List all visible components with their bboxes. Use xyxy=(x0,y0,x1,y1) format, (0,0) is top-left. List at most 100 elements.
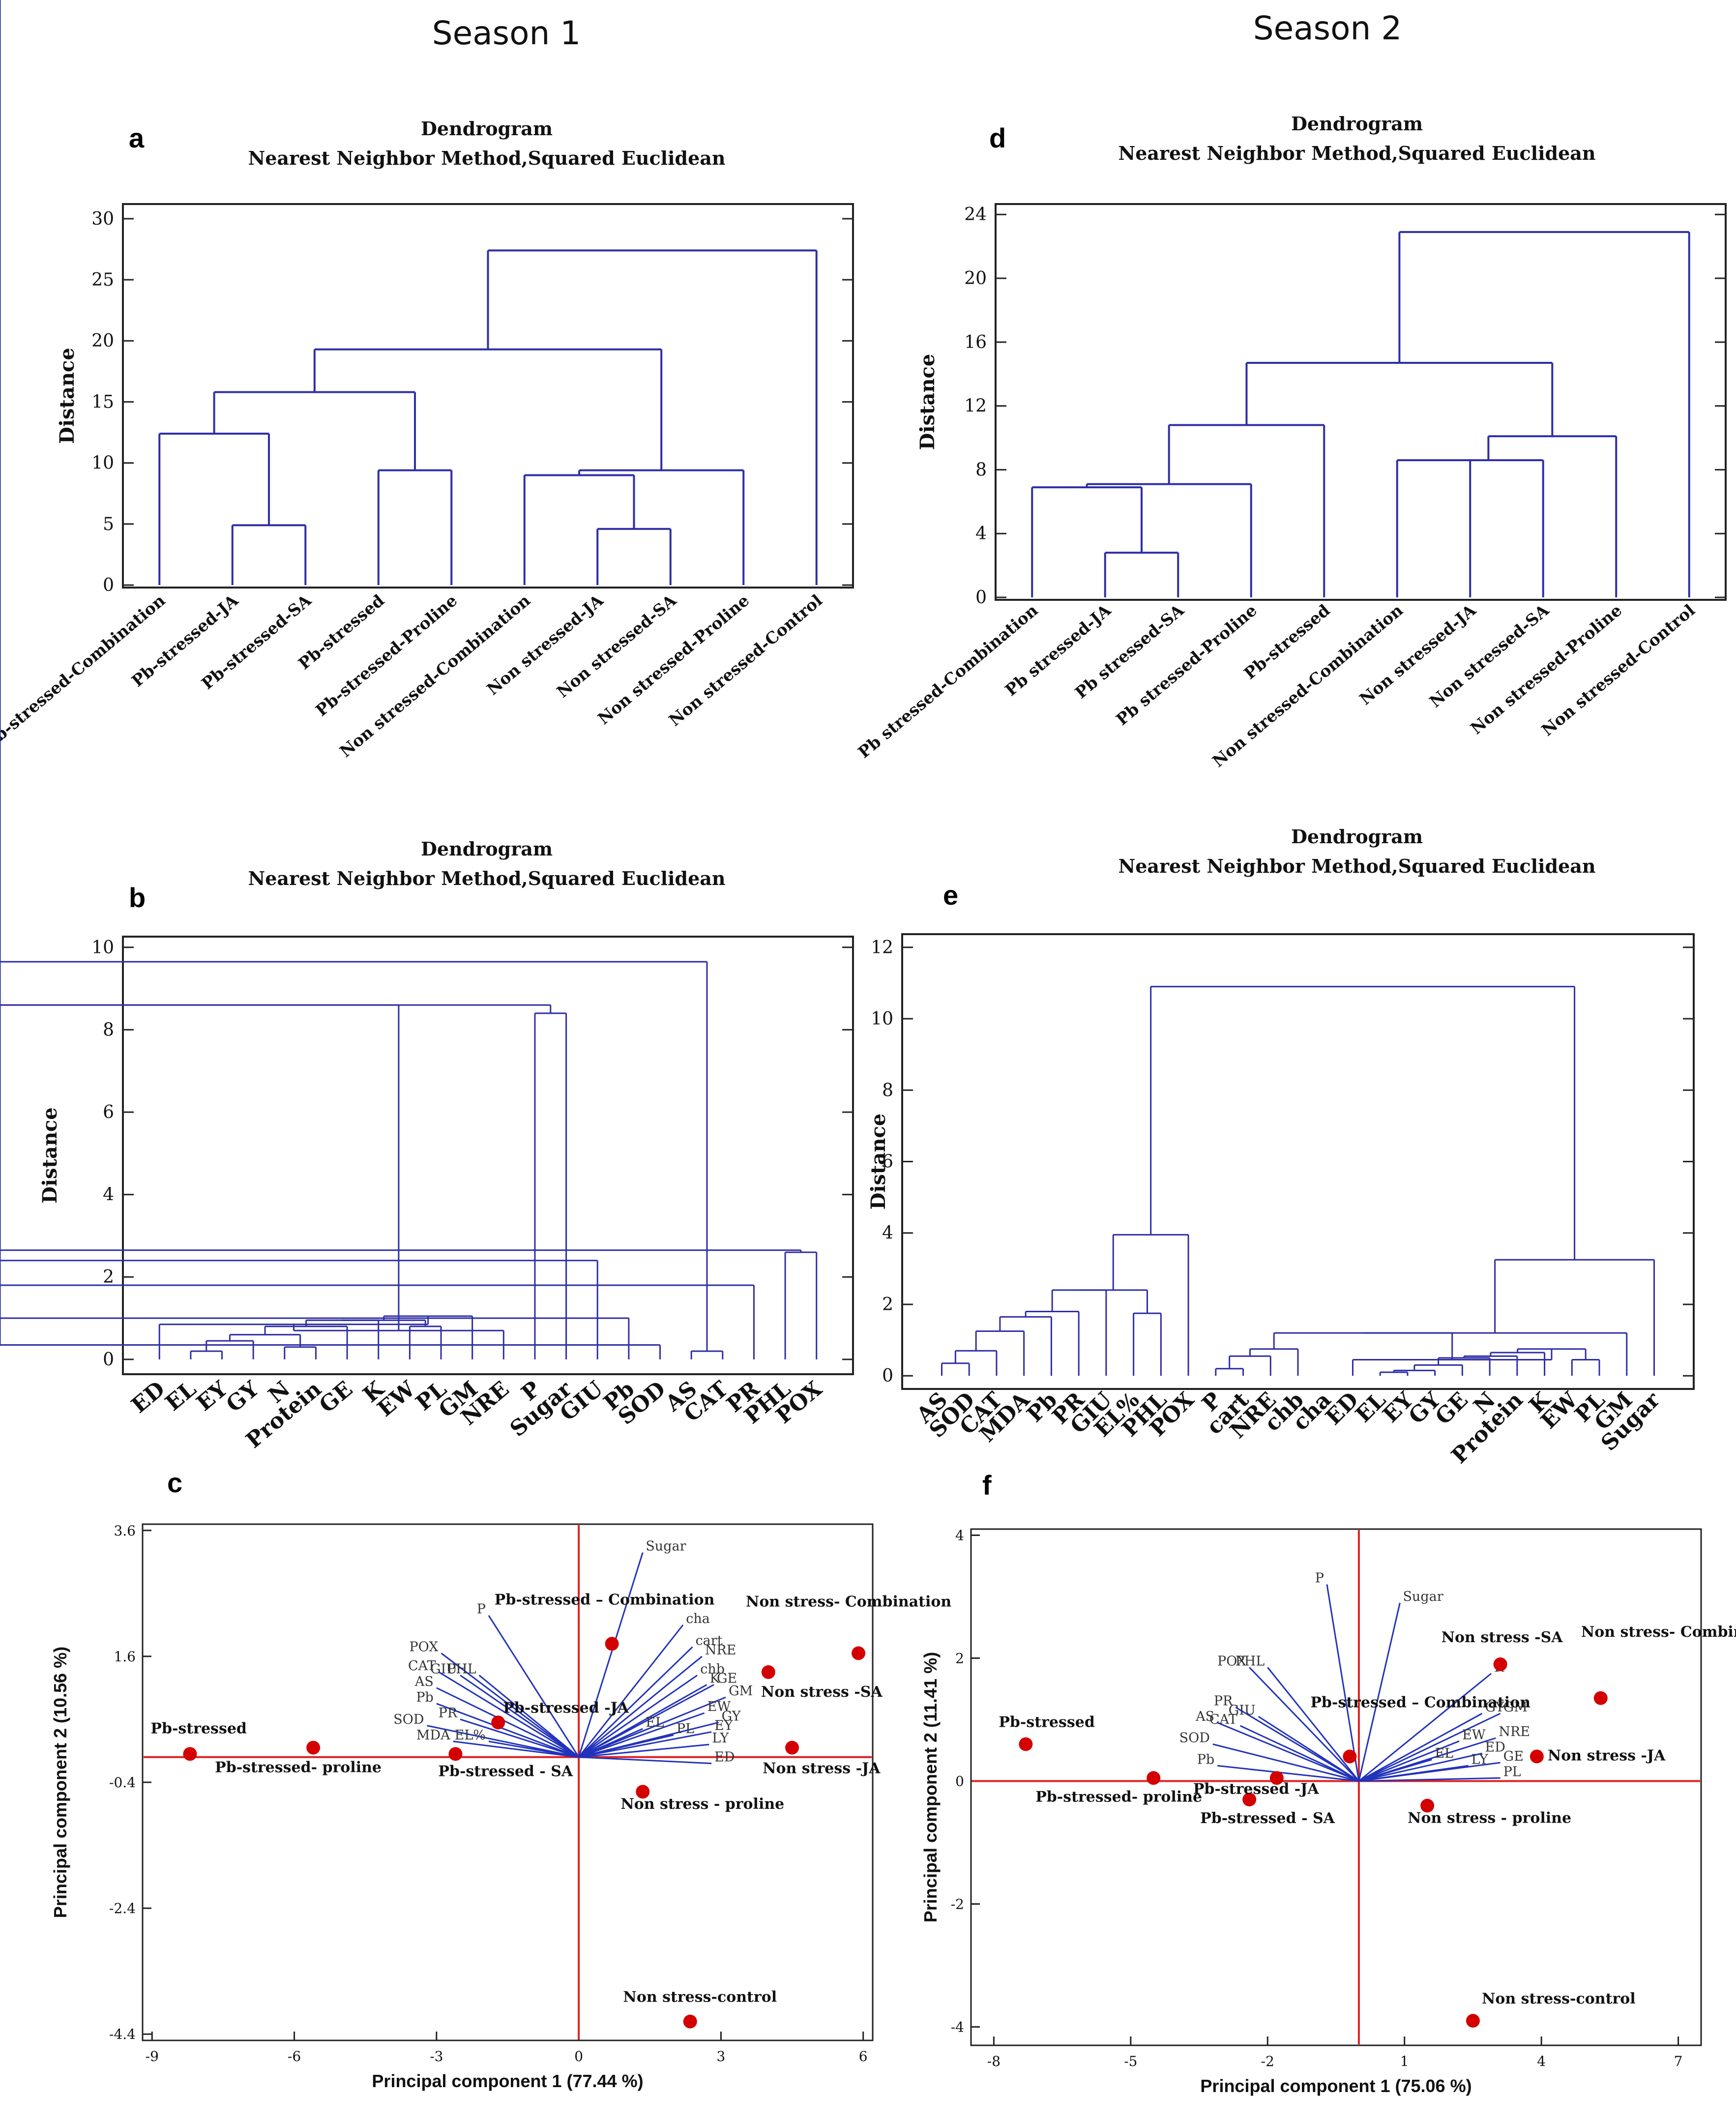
y-axis-label: Distance xyxy=(867,1114,890,1210)
variable-label: PL xyxy=(1503,1764,1521,1779)
y-axis-label: Distance xyxy=(916,354,939,450)
panel-label-b: b xyxy=(129,882,146,913)
variable-label: PHL xyxy=(1236,1653,1265,1669)
variable-label: cart xyxy=(696,1633,723,1649)
observation-label: Non stress -SA xyxy=(761,1683,883,1701)
variable-label: PR xyxy=(1214,1694,1233,1709)
season-2-label: Season 2 xyxy=(1253,9,1402,47)
observation-label: Pb-stressed xyxy=(999,1714,1094,1731)
y-tick-label: 20 xyxy=(964,268,987,289)
y-tick-label: 0 xyxy=(955,1773,964,1790)
loading-vector xyxy=(578,1734,674,1758)
loading-vector xyxy=(1217,1722,1359,1782)
variable-label: Pb xyxy=(416,1690,433,1705)
variable-label: NRE xyxy=(1499,1724,1530,1740)
loading-vector xyxy=(578,1712,705,1758)
variable-label: P xyxy=(1315,1571,1324,1586)
pca-biplot-panel-c: c -9 -6 -3 0 3 6 -4.4 -2.4 -0.4 1.6 3.6 Sugar P POX CAT… xyxy=(50,1467,951,2091)
dendrogram-panel-b: b Dendrogram Nearest Neighbor Method,Squar… xyxy=(0,0,854,1453)
variable-label: CAT xyxy=(408,1658,436,1674)
x-tick-label: -8 xyxy=(987,2053,1000,2069)
variable-label: CAT xyxy=(1209,1712,1237,1727)
loading-vector xyxy=(578,1624,684,1758)
variable-label: P xyxy=(477,1602,486,1617)
loading-vector xyxy=(1235,1707,1359,1782)
y-tick-label: 0 xyxy=(975,588,987,608)
y-tick-label: 4 xyxy=(955,1528,964,1544)
observation-label: Pb-stressed – Combination xyxy=(1310,1694,1530,1711)
y-axis-label: Distance xyxy=(38,1107,61,1204)
x-tick-label: 4 xyxy=(1537,2053,1546,2069)
loading-vector xyxy=(1249,1667,1359,1782)
loading-vector xyxy=(1212,1743,1359,1782)
loading-vector xyxy=(578,1743,709,1758)
observation-label: Non stress -JA xyxy=(1548,1747,1666,1765)
observation-point xyxy=(1466,2014,1480,2028)
variable-label: GM xyxy=(1503,1700,1528,1715)
loading-vector xyxy=(1358,1673,1492,1782)
observation-point xyxy=(1242,1793,1257,1806)
panel-label-a: a xyxy=(129,122,145,153)
panel-label-c: c xyxy=(167,1467,182,1498)
variable-label: GY xyxy=(1485,1700,1505,1715)
observation-point xyxy=(761,1665,775,1679)
chart-title: Dendrogram xyxy=(421,838,553,860)
dendrogram-panel-a: a Dendrogram Nearest Neighbor Method,Squar… xyxy=(0,118,854,761)
observation-label: Pb-stressed- proline xyxy=(1035,1788,1202,1805)
observation-label: Pb-stressed -JA xyxy=(503,1699,629,1716)
leaf-label: GE xyxy=(315,1376,357,1418)
observation-label: Non stress - proline xyxy=(620,1796,784,1813)
loading-vector xyxy=(478,1675,580,1758)
leaf-label: Non stressed-Control xyxy=(665,590,826,730)
x-tick-label: 0 xyxy=(574,2048,583,2065)
y-tick-label: 4 xyxy=(882,1223,893,1243)
chart-subtitle: Nearest Neighbor Method,Squared Euclidea… xyxy=(248,147,725,169)
observation-label: Non stress -JA xyxy=(763,1760,881,1777)
variable-label: SOD xyxy=(1179,1731,1210,1746)
y-tick-label: 8 xyxy=(975,460,987,480)
loading-vector xyxy=(1239,1725,1359,1782)
loading-vector xyxy=(1267,1667,1360,1782)
y-axis-label: Distance xyxy=(56,348,79,444)
y-tick-label: 12 xyxy=(964,396,987,416)
loading-vector xyxy=(578,1696,726,1758)
loading-vector xyxy=(1358,1762,1501,1782)
variable-label: Pb xyxy=(1197,1752,1214,1767)
y-axis-label: Principal component 2 (11.41 %) xyxy=(920,1652,941,1922)
observation-point xyxy=(852,1646,866,1660)
variable-label: PR xyxy=(439,1706,458,1721)
y-tick-label: 2 xyxy=(103,1267,114,1287)
observation-label: Non stress -SA xyxy=(1442,1629,1563,1646)
y-tick-label: 6 xyxy=(103,1102,114,1122)
loading-vector xyxy=(1358,1712,1501,1782)
observation-point xyxy=(491,1715,505,1730)
observation-label: Non stress-control xyxy=(623,1989,777,2006)
observation-label: Pb-stressed - SA xyxy=(1200,1810,1335,1827)
loading-vector xyxy=(1358,1740,1460,1782)
x-axis-label: Principal component 1 (75.06 %) xyxy=(1200,2076,1471,2096)
variable-label: GIU xyxy=(1229,1703,1256,1718)
variable-label: ED xyxy=(714,1750,735,1765)
leaf-label: GE xyxy=(1431,1387,1473,1430)
variable-label: EY xyxy=(714,1718,734,1734)
y-tick-label: 1.6 xyxy=(114,1649,136,1665)
observation-point xyxy=(683,2014,697,2029)
y-tick-label: 10 xyxy=(871,1009,893,1029)
variable-label: AS xyxy=(414,1674,434,1689)
loading-vector xyxy=(436,1687,579,1758)
x-tick-label: -2 xyxy=(1261,2053,1274,2069)
loading-vector xyxy=(1358,1602,1401,1781)
variable-label: EW xyxy=(707,1699,731,1714)
y-tick-label: 20 xyxy=(91,331,114,351)
variable-label: K xyxy=(710,1671,720,1686)
y-tick-label: 0 xyxy=(882,1366,893,1386)
observation-label: Pb-stressed xyxy=(150,1720,246,1737)
variable-label: GE xyxy=(717,1671,737,1686)
loading-vector xyxy=(1358,1777,1501,1782)
observation-point xyxy=(1343,1749,1357,1764)
chart-title: Dendrogram xyxy=(421,118,553,140)
variable-label: Sugar xyxy=(1403,1589,1443,1604)
loading-vector xyxy=(438,1671,579,1758)
loading-vector xyxy=(578,1684,714,1758)
observation-point xyxy=(636,1785,650,1799)
